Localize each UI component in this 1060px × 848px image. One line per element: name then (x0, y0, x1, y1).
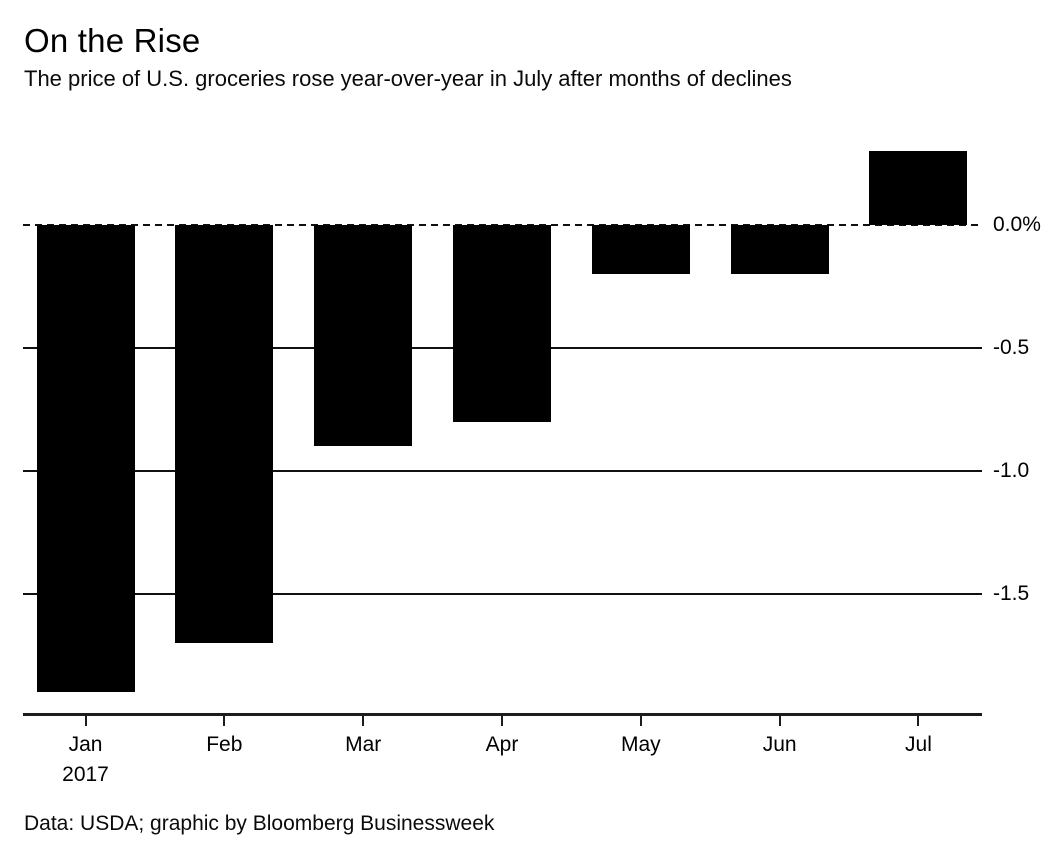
bar-may (591, 225, 690, 275)
x-axis-year-label: 2017 (62, 763, 109, 786)
x-axis-tick-mar (362, 716, 365, 726)
bar-jun (730, 225, 829, 275)
gridline--1 (23, 470, 982, 472)
y-axis-label: 0.0% (993, 213, 1041, 236)
x-axis-tick-may (639, 716, 642, 726)
chart-source: Data: USDA; graphic by Bloomberg Busines… (24, 812, 495, 835)
x-axis-tick-jan (84, 716, 87, 726)
y-axis-label: -1.0 (993, 459, 1030, 482)
x-axis-tick-apr (500, 716, 503, 726)
x-axis-label-feb: Feb (206, 733, 243, 756)
x-axis-label-jul: Jul (905, 733, 932, 756)
x-axis-label-apr: Apr (485, 733, 519, 756)
y-axis-label: -1.5 (993, 582, 1030, 605)
bar-jan (36, 225, 135, 693)
chart-title: On the Rise (24, 22, 201, 59)
x-axis-line (23, 713, 982, 716)
chart-subtitle: The price of U.S. groceries rose year-ov… (24, 66, 792, 91)
x-axis-tick-feb (223, 716, 226, 726)
x-axis-label-jun: Jun (762, 733, 797, 756)
bar-mar (314, 225, 413, 447)
bar-apr (452, 225, 551, 422)
x-axis-tick-jul (917, 716, 920, 726)
x-axis-label-mar: Mar (345, 733, 382, 756)
y-axis-label: -0.5 (993, 336, 1030, 359)
x-axis-label-jan: Jan (68, 733, 103, 756)
gridline--1p5 (23, 593, 982, 595)
bar-jul (869, 151, 968, 225)
x-axis-tick-jun (778, 716, 781, 726)
bar-feb (175, 225, 274, 644)
x-axis-label-may: May (620, 733, 661, 756)
